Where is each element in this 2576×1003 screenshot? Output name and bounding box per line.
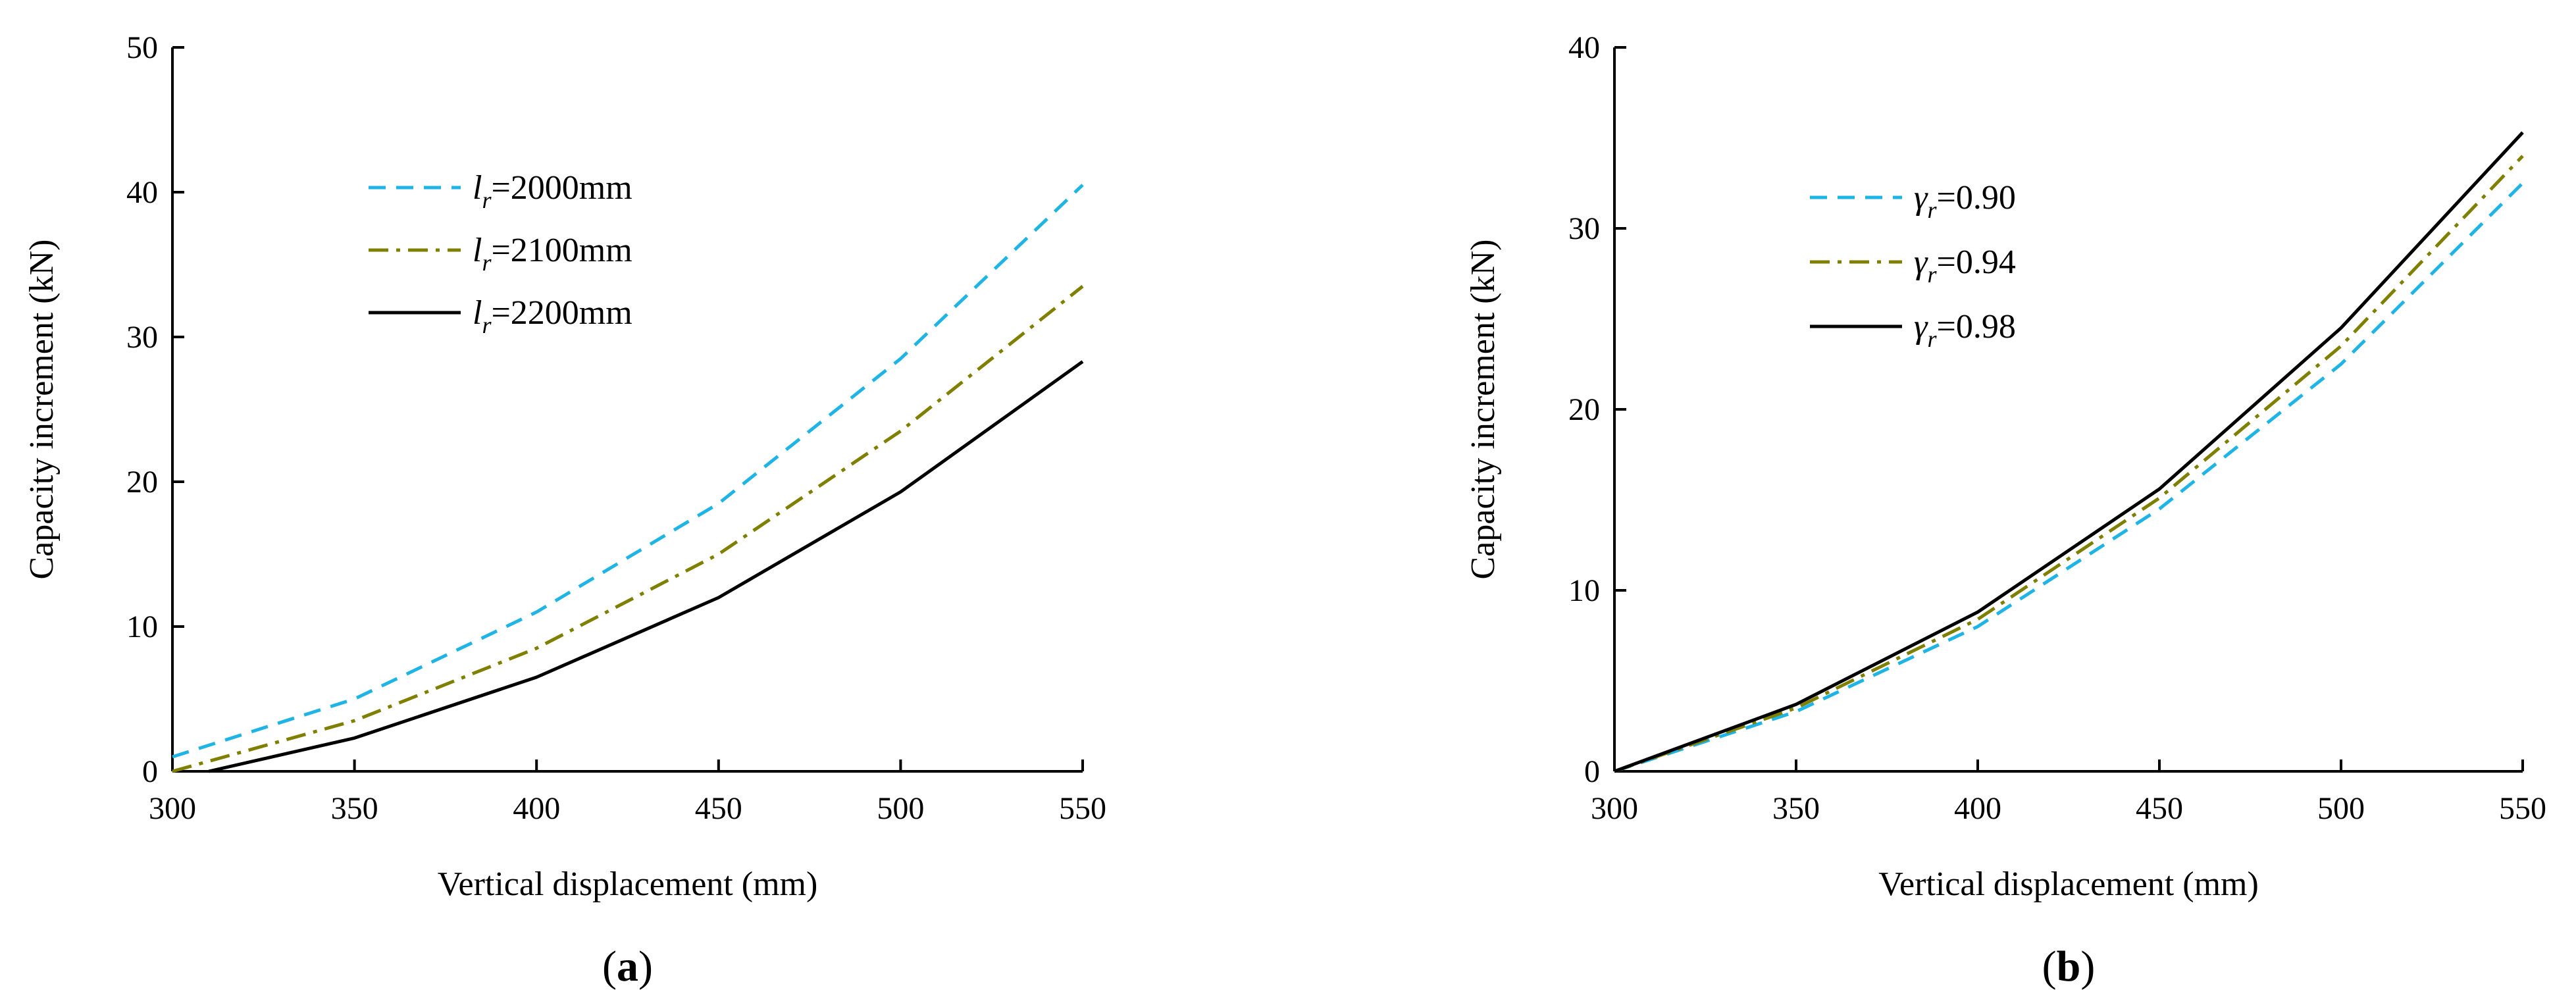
legend-label-3: γr=0.98 — [1914, 308, 2016, 352]
x-tick-label: 300 — [149, 791, 196, 826]
y-axis-title: Capacity increment (kN) — [1464, 240, 1502, 580]
legend-label-1: γr=0.90 — [1914, 179, 2016, 223]
panel-label: (b) — [2042, 942, 2096, 990]
legend-label-1: lr=2000mm — [473, 169, 632, 213]
x-axis-title: Vertical displacement (mm) — [1878, 865, 2259, 903]
series-line-1 — [172, 184, 1084, 759]
y-tick-label: 40 — [126, 175, 158, 210]
y-tick-label: 20 — [1568, 392, 1600, 427]
y-tick-label: 40 — [1568, 30, 1600, 65]
y-tick-label: 10 — [1568, 573, 1600, 608]
x-tick-label: 550 — [1059, 791, 1106, 826]
y-tick-label: 30 — [1568, 211, 1600, 246]
y-tick-label: 0 — [1584, 754, 1600, 789]
x-tick-label: 450 — [2136, 791, 2183, 826]
x-tick-label: 300 — [1591, 791, 1638, 826]
y-tick-label: 30 — [126, 320, 158, 355]
panel-b: 0 10 20 30 40 300 350 400 450 500 550 Vertical disp… — [1464, 30, 2546, 990]
legend-label-3: lr=2200mm — [473, 294, 632, 338]
x-tick-label: 400 — [513, 791, 560, 826]
y-tick-label: 0 — [142, 754, 158, 789]
y-tick-label: 20 — [126, 465, 158, 500]
x-tick-label: 350 — [331, 791, 378, 826]
x-tick-label: 550 — [2499, 791, 2546, 826]
y-axis-title: Capacity increment (kN) — [23, 240, 61, 580]
y-tick-label: 10 — [126, 609, 158, 644]
x-axis-title: Vertical displacement (mm) — [438, 865, 818, 903]
series-line-2 — [1614, 155, 2524, 773]
legend-label-2: lr=2100mm — [473, 232, 632, 276]
panel-a: 0 10 20 30 40 50 300 350 400 450 500 550 Vertical di… — [23, 30, 1106, 990]
x-tick-label: 450 — [695, 791, 742, 826]
x-tick-label: 500 — [2317, 791, 2365, 826]
series-line-3 — [1614, 131, 2524, 773]
series-line-1 — [1614, 182, 2524, 773]
x-tick-label: 500 — [877, 791, 924, 826]
panel-label: (a) — [602, 942, 653, 990]
x-tick-label: 350 — [1772, 791, 1820, 826]
series-line-2 — [172, 285, 1084, 773]
y-tick-label: 50 — [126, 30, 158, 65]
x-tick-label: 400 — [1954, 791, 2001, 826]
legend-label-2: γr=0.94 — [1914, 244, 2016, 288]
series-line-3 — [208, 360, 1084, 773]
